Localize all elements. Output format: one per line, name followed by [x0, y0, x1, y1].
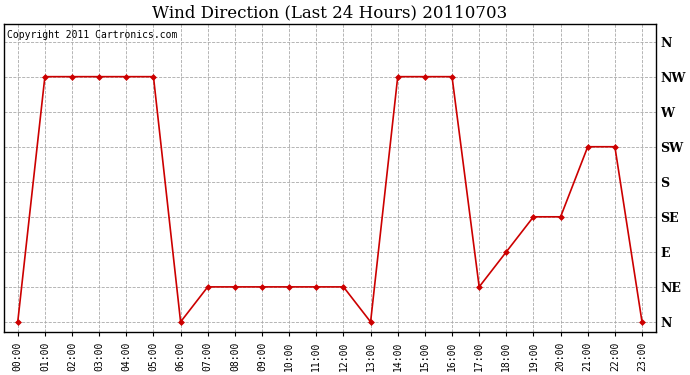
- Text: Copyright 2011 Cartronics.com: Copyright 2011 Cartronics.com: [8, 30, 178, 40]
- Title: Wind Direction (Last 24 Hours) 20110703: Wind Direction (Last 24 Hours) 20110703: [152, 4, 508, 21]
